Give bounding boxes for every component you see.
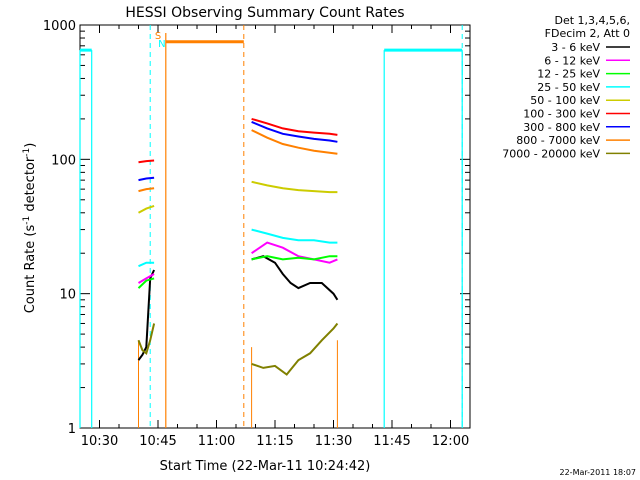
legend-decimation: FDecim 2, Att 0: [545, 27, 630, 40]
series-line-b: [251, 117, 338, 136]
legend-label: 6 - 12 keV: [544, 54, 600, 67]
series-line-b: [251, 129, 338, 155]
x-tick-label: 10:30: [81, 434, 118, 449]
series-line-a: [138, 187, 155, 193]
x-tick-label: 11:30: [315, 434, 352, 449]
legend-label: 12 - 25 keV: [537, 68, 600, 81]
series-line-b: [251, 180, 338, 194]
marker-s: S: [155, 31, 161, 42]
legend: Det 1,3,4,5,6, FDecim 2, Att 0 3 - 6 keV…: [502, 14, 630, 160]
series-line-b: [251, 322, 339, 376]
x-tick-label: 11:45: [373, 434, 410, 449]
series-line-b: [251, 120, 338, 143]
series-line-a: [138, 176, 155, 182]
chart-title: HESSI Observing Summary Count Rates: [125, 5, 404, 21]
x-tick-label: 11:00: [198, 434, 235, 449]
x-tick-label: 11:15: [256, 434, 293, 449]
series-line-a: [138, 261, 155, 268]
series-line-a: [137, 277, 155, 289]
legend-label: 300 - 800 keV: [523, 121, 600, 134]
marker-n: N: [158, 39, 165, 50]
x-axis-title: Start Time (22-Mar-11 10:24:42): [160, 459, 371, 474]
legend-label: 800 - 7000 keV: [516, 134, 600, 147]
legend-label: 100 - 300 keV: [523, 108, 600, 121]
legend-detectors: Det 1,3,4,5,6,: [554, 14, 630, 27]
series-line-a: [138, 204, 155, 214]
series-line-a: [137, 273, 155, 284]
y-tick-label: 10: [59, 288, 76, 303]
generated-timestamp: 22-Mar-2011 18:07: [560, 468, 637, 477]
legend-label: 50 - 100 keV: [530, 94, 600, 107]
y-tick-label: 1000: [43, 19, 76, 34]
y-axis-title: Count Rate (s-1 detector-1): [22, 143, 38, 314]
series-line-a: [137, 323, 156, 356]
series-line-b: [251, 255, 339, 301]
y-tick-label: 1: [68, 422, 76, 437]
legend-label: 25 - 50 keV: [537, 81, 600, 94]
x-tick-label: 12:00: [432, 434, 469, 449]
legend-label: 7000 - 20000 keV: [502, 147, 600, 160]
x-tick-label: 10:45: [139, 434, 176, 449]
series-line-a: [138, 159, 155, 164]
series-line-b: [251, 241, 338, 264]
legend-label: 3 - 6 keV: [551, 41, 600, 54]
series-line-b: [251, 255, 338, 261]
y-tick-label: 100: [51, 153, 76, 168]
series-line-b: [251, 228, 338, 244]
